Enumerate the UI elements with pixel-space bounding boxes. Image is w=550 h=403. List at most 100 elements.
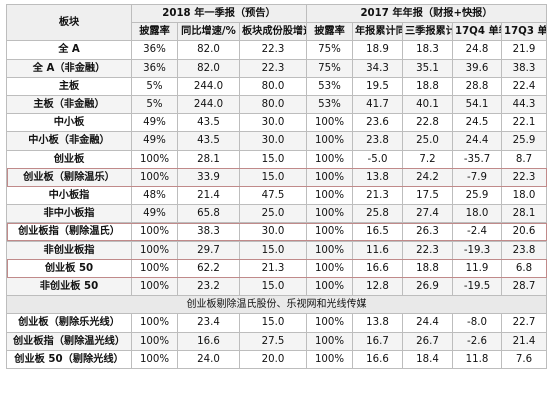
table-cell: 23.4 <box>177 313 240 333</box>
table-cell: 100% <box>131 167 178 188</box>
table-row: 创业板（剔除乐光线） 100% 23.4 15.0 100% 13.8 24.4 -8.0 22… <box>6 313 548 333</box>
row-label: 中小板（非金融） <box>6 131 132 151</box>
table-cell: 62.2 <box>177 258 240 279</box>
table-cell: 5% <box>131 76 178 97</box>
table-cell: 35.1 <box>402 58 453 78</box>
table-cell: 16.6 <box>352 349 403 370</box>
table-cell: 75% <box>306 40 353 60</box>
table-cell: 21.4 <box>500 331 548 351</box>
table-cell: 33.9 <box>177 167 240 188</box>
table-cell: 53% <box>306 95 353 115</box>
table-cell: 38.3 <box>500 58 548 78</box>
header-yoy-2018: 同比增速/% <box>177 22 240 42</box>
table-cell: 49% <box>131 204 178 224</box>
table-cell: 18.8 <box>402 258 453 279</box>
table-row: 非创业板指 100% 29.7 15.0 100% 11.6 22.3 -19.3 23.8 <box>6 240 548 260</box>
table-cell: 23.2 <box>177 277 240 297</box>
row-label: 非创业板指 <box>6 240 132 260</box>
row-label: 主板（非金融） <box>6 95 132 115</box>
table-cell: 100% <box>306 149 353 169</box>
table-cell: 26.3 <box>402 222 453 242</box>
row-label: 创业板指（剔除温氏） <box>6 222 132 242</box>
table-cell: 21.3 <box>239 258 307 279</box>
table-cell: -19.3 <box>452 240 502 260</box>
table-cell: 24.2 <box>402 167 453 188</box>
table-cell: 18.4 <box>402 349 453 370</box>
table-cell: 100% <box>306 349 353 370</box>
table-cell: 26.9 <box>402 277 453 297</box>
table-cell: 20.6 <box>500 222 548 242</box>
table-cell: 22.3 <box>239 40 307 60</box>
table-cell: 18.8 <box>402 76 453 97</box>
table-cell: 23.6 <box>352 113 403 133</box>
table-row: 非创业板 50 100% 23.2 15.0 100% 12.8 26.9 -19.5 28.7 <box>6 277 548 297</box>
table-cell: 49% <box>131 113 178 133</box>
table-cell: 100% <box>131 331 178 351</box>
table-cell: 21.3 <box>352 186 403 206</box>
table-cell: -19.5 <box>452 277 502 297</box>
table-row: 中小板指 48% 21.4 47.5 100% 21.3 17.5 25.9 18.0 <box>6 186 548 206</box>
table-cell: 100% <box>306 167 353 188</box>
table-cell: 40.1 <box>402 95 453 115</box>
table-cell: 22.7 <box>500 313 548 333</box>
table-body-section: 创业板（剔除乐光线） 100% 23.4 15.0 100% 13.8 24.4 -8.0 22… <box>6 313 548 370</box>
table-cell: 16.6 <box>352 258 403 279</box>
table-cell: 12.8 <box>352 277 403 297</box>
table-cell: 22.3 <box>500 167 548 188</box>
table-cell: -35.7 <box>452 149 502 169</box>
table-cell: 100% <box>306 240 353 260</box>
table-cell: 30.0 <box>239 131 307 151</box>
row-label: 创业板指（剔除温光线） <box>6 331 132 351</box>
row-label: 创业板（剔除温乐） <box>6 167 132 188</box>
table-cell: 100% <box>306 258 353 279</box>
row-label: 主板 <box>6 76 132 97</box>
table-section: 创业板剔除温氏股份、乐视网和光线传媒 <box>5 295 548 315</box>
table-cell: 100% <box>306 204 353 224</box>
table-cell: 24.4 <box>402 313 453 333</box>
table-cell: 25.8 <box>352 204 403 224</box>
header-row-2: 披露率 同比增速/% 板块成份股增速中位数% 披露率 年报累计同比/% 三季报累… <box>7 22 548 42</box>
table-cell: 100% <box>306 186 353 206</box>
table-cell: 44.3 <box>500 95 548 115</box>
header-median-2018: 板块成份股增速中位数% <box>239 22 307 42</box>
table-cell: 22.3 <box>402 240 453 260</box>
table-cell: 100% <box>306 313 353 333</box>
row-label: 全 A（非金融） <box>6 58 132 78</box>
table-row: 全 A 36% 82.0 22.3 75% 18.9 18.3 24.8 21.9 <box>6 40 548 60</box>
table-cell: 7.2 <box>402 149 453 169</box>
table-cell: 15.0 <box>239 313 307 333</box>
table-cell: 20.0 <box>239 349 307 370</box>
table-cell: 6.8 <box>500 258 548 279</box>
table-cell: -8.0 <box>452 313 502 333</box>
header-annual-yoy: 年报累计同比/% <box>352 22 403 42</box>
table-cell: 22.1 <box>500 113 548 133</box>
table-cell: 82.0 <box>177 58 240 78</box>
table-cell: 100% <box>306 131 353 151</box>
table-cell: 47.5 <box>239 186 307 206</box>
table-cell: 48% <box>131 186 178 206</box>
table-cell: 27.5 <box>239 331 307 351</box>
table-cell: 75% <box>306 58 353 78</box>
row-label: 创业板 <box>6 149 132 169</box>
row-label: 创业板 50 <box>6 258 132 279</box>
table-cell: 24.8 <box>452 40 502 60</box>
table-row: 全 A（非金融） 36% 82.0 22.3 75% 34.3 35.1 39.6 38.3 <box>6 58 548 78</box>
table-cell: 24.4 <box>452 131 502 151</box>
table-cell: 8.7 <box>500 149 548 169</box>
table-cell: 34.3 <box>352 58 403 78</box>
table-cell: 43.5 <box>177 131 240 151</box>
table-body-main: 全 A 36% 82.0 22.3 75% 18.9 18.3 24.8 21.9 全 A（非金融… <box>6 40 548 297</box>
table-cell: 13.8 <box>352 313 403 333</box>
table-cell: 15.0 <box>239 277 307 297</box>
table-row: 非中小板指 49% 65.8 25.0 100% 25.8 27.4 18.0 28.1 <box>6 204 548 224</box>
table-cell: 25.9 <box>452 186 502 206</box>
table-cell: 65.8 <box>177 204 240 224</box>
table-cell: 80.0 <box>239 95 307 115</box>
table-cell: 13.8 <box>352 167 403 188</box>
table-cell: 25.0 <box>239 204 307 224</box>
table-cell: 38.3 <box>177 222 240 242</box>
row-label: 非创业板 50 <box>6 277 132 297</box>
table-cell: 27.4 <box>402 204 453 224</box>
table-cell: 23.8 <box>500 240 548 260</box>
